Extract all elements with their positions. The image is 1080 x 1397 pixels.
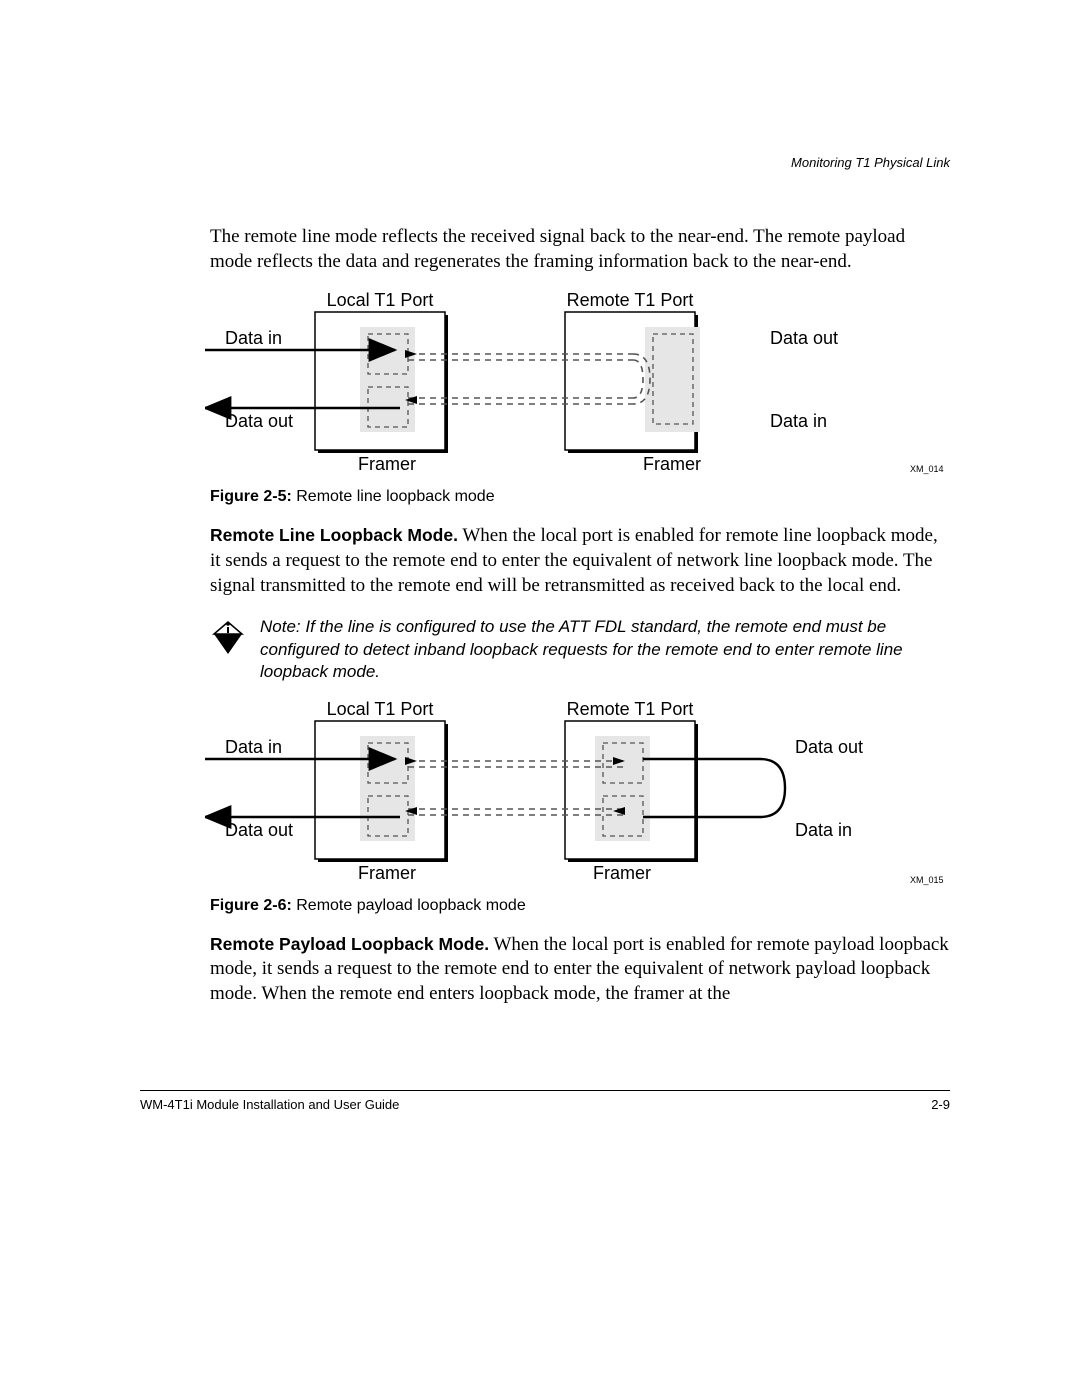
- figure-2-6-caption: Figure 2-6: Remote payload loopback mode: [210, 897, 950, 915]
- section-remote-line: Remote Line Loopback Mode. When the loca…: [210, 524, 950, 598]
- fig5-title-left: Local T1 Port: [327, 292, 434, 310]
- fig5-left-top: Data in: [225, 328, 282, 348]
- figure-2-5-svg: Local T1 Port Remote T1 Port Data in Dat…: [205, 292, 965, 487]
- fig5-caption-label: Figure 2-5:: [210, 488, 292, 505]
- fig6-tag: XM_015: [910, 875, 944, 885]
- fig5-caption-text: Remote line loopback mode: [296, 488, 494, 505]
- fig6-caption-label: Figure 2-6:: [210, 897, 292, 914]
- figure-2-6: Local T1 Port Remote T1 Port Data in Dat…: [210, 701, 950, 891]
- fig6-left-top: Data in: [225, 737, 282, 757]
- fig6-title-right: Remote T1 Port: [567, 701, 694, 719]
- section-remote-payload: Remote Payload Loopback Mode. When the l…: [210, 933, 950, 1007]
- figure-2-5: Local T1 Port Remote T1 Port Data in Dat…: [210, 292, 950, 482]
- footer-rule: [140, 1090, 950, 1091]
- intro-paragraph: The remote line mode reflects the receiv…: [210, 225, 950, 274]
- fig6-right-bottom: Data in: [795, 820, 852, 840]
- figure-2-6-svg: Local T1 Port Remote T1 Port Data in Dat…: [205, 701, 965, 896]
- page: Monitoring T1 Physical Link The remote l…: [0, 0, 1080, 1397]
- fig5-title-right: Remote T1 Port: [567, 292, 694, 310]
- fig5-framer-right: Framer: [643, 454, 701, 474]
- fig6-framer-left: Framer: [358, 863, 416, 883]
- fig6-caption-text: Remote payload loopback mode: [296, 897, 525, 914]
- fig6-framer-right: Framer: [593, 863, 651, 883]
- note-text: Note: If the line is configured to use t…: [260, 616, 950, 682]
- fig5-right-top: Data out: [770, 328, 838, 348]
- warning-icon: [210, 618, 246, 663]
- footer-page-number: 2-9: [931, 1097, 950, 1112]
- fig5-tag: XM_014: [910, 464, 944, 474]
- fig6-title-left: Local T1 Port: [327, 701, 434, 719]
- fig6-left-bottom: Data out: [225, 820, 293, 840]
- note-block: Note: If the line is configured to use t…: [210, 616, 950, 682]
- fig6-right-top: Data out: [795, 737, 863, 757]
- page-footer: WM-4T1i Module Installation and User Gui…: [140, 1090, 950, 1112]
- fig5-left-bottom: Data out: [225, 411, 293, 431]
- running-head: Monitoring T1 Physical Link: [791, 155, 950, 170]
- fig5-right-bottom: Data in: [770, 411, 827, 431]
- footer-doc-title: WM-4T1i Module Installation and User Gui…: [140, 1097, 399, 1112]
- figure-2-5-caption: Figure 2-5: Remote line loopback mode: [210, 488, 950, 506]
- fig5-framer-left: Framer: [358, 454, 416, 474]
- section2-heading: Remote Payload Loopback Mode.: [210, 934, 489, 954]
- section1-heading: Remote Line Loopback Mode.: [210, 525, 458, 545]
